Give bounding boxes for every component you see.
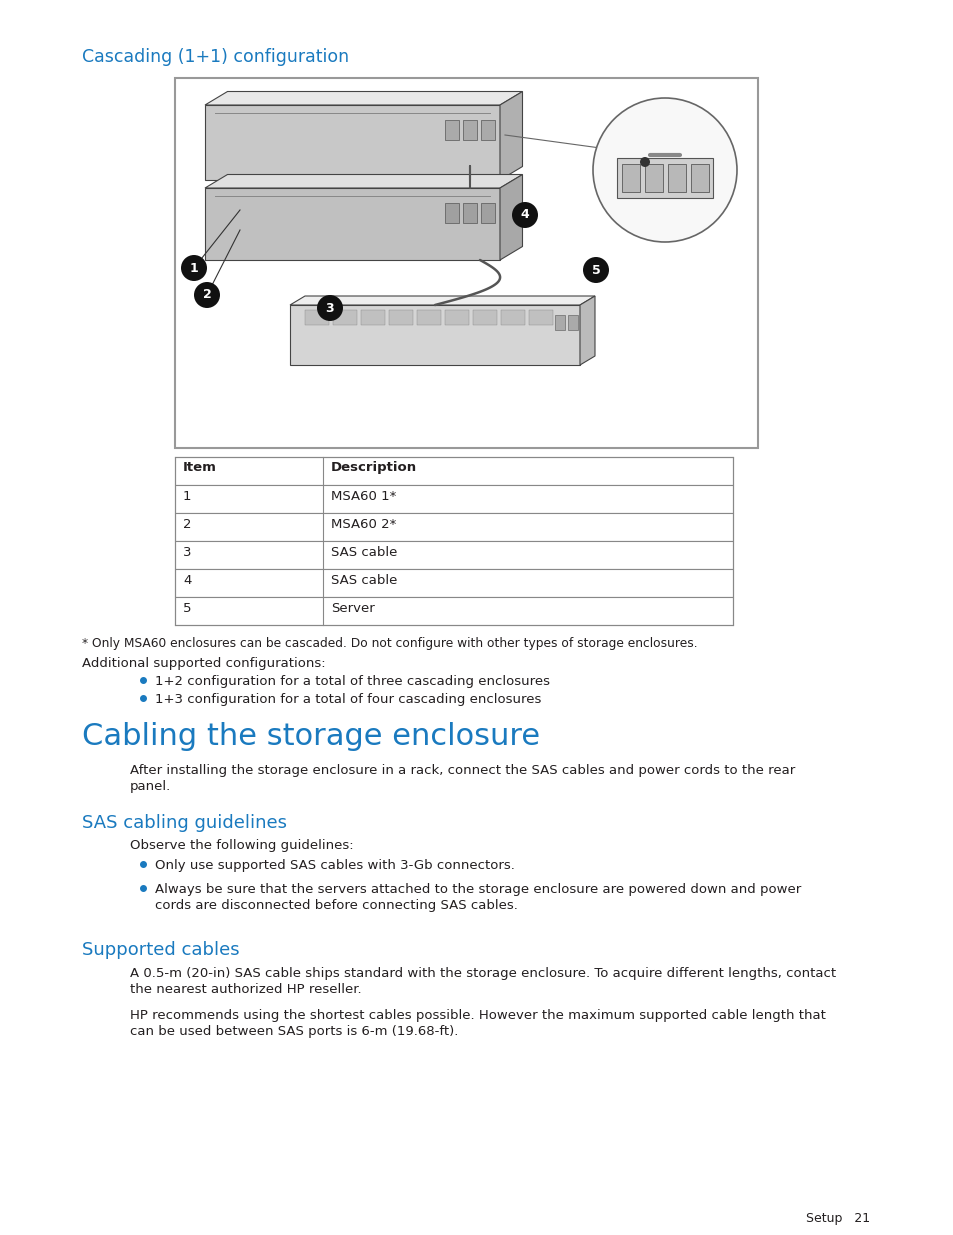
Bar bbox=[621, 164, 639, 191]
Text: Setup   21: Setup 21 bbox=[805, 1212, 869, 1225]
Text: 1+3 configuration for a total of four cascading enclosures: 1+3 configuration for a total of four ca… bbox=[154, 693, 540, 706]
Polygon shape bbox=[290, 296, 595, 305]
Text: Supported cables: Supported cables bbox=[82, 941, 239, 960]
Circle shape bbox=[181, 254, 207, 282]
Text: HP recommends using the shortest cables possible. However the maximum supported : HP recommends using the shortest cables … bbox=[130, 1009, 825, 1023]
Bar bbox=[473, 310, 497, 325]
Bar bbox=[529, 310, 553, 325]
Text: 2: 2 bbox=[183, 517, 192, 531]
Bar bbox=[174, 457, 732, 485]
Bar bbox=[500, 310, 524, 325]
Text: 3: 3 bbox=[183, 546, 192, 559]
Text: SAS cabling guidelines: SAS cabling guidelines bbox=[82, 814, 287, 832]
Bar bbox=[174, 513, 732, 541]
Polygon shape bbox=[205, 105, 499, 180]
Bar bbox=[555, 315, 564, 330]
Polygon shape bbox=[579, 296, 595, 366]
Text: After installing the storage enclosure in a rack, connect the SAS cables and pow: After installing the storage enclosure i… bbox=[130, 764, 795, 777]
Text: Observe the following guidelines:: Observe the following guidelines: bbox=[130, 839, 354, 852]
Text: panel.: panel. bbox=[130, 781, 172, 793]
Text: 4: 4 bbox=[520, 209, 529, 221]
Text: Item: Item bbox=[183, 461, 216, 474]
Text: 5: 5 bbox=[183, 601, 192, 615]
Polygon shape bbox=[205, 174, 522, 188]
Text: cords are disconnected before connecting SAS cables.: cords are disconnected before connecting… bbox=[154, 899, 517, 911]
Text: 3: 3 bbox=[325, 301, 334, 315]
Bar bbox=[416, 310, 440, 325]
Polygon shape bbox=[499, 91, 522, 180]
Text: SAS cable: SAS cable bbox=[331, 546, 397, 559]
Text: 1: 1 bbox=[190, 262, 198, 274]
Bar bbox=[333, 310, 356, 325]
Bar bbox=[174, 597, 732, 625]
Text: Server: Server bbox=[331, 601, 375, 615]
Bar bbox=[667, 164, 685, 191]
Bar bbox=[174, 78, 758, 448]
Bar bbox=[480, 203, 495, 224]
Polygon shape bbox=[499, 174, 522, 261]
Bar bbox=[305, 310, 329, 325]
Text: MSA60 1*: MSA60 1* bbox=[331, 490, 395, 503]
Bar bbox=[567, 315, 578, 330]
Bar bbox=[444, 120, 458, 140]
Text: Always be sure that the servers attached to the storage enclosure are powered do: Always be sure that the servers attached… bbox=[154, 883, 801, 897]
Bar bbox=[174, 569, 732, 597]
Text: Only use supported SAS cables with 3-Gb connectors.: Only use supported SAS cables with 3-Gb … bbox=[154, 860, 515, 872]
Text: 1: 1 bbox=[183, 490, 192, 503]
Text: * Only MSA60 enclosures can be cascaded. Do not configure with other types of st: * Only MSA60 enclosures can be cascaded.… bbox=[82, 637, 697, 650]
Polygon shape bbox=[290, 305, 579, 366]
Polygon shape bbox=[205, 91, 522, 105]
Text: can be used between SAS ports is 6-m (19.68-ft).: can be used between SAS ports is 6-m (19… bbox=[130, 1025, 457, 1037]
Bar bbox=[174, 485, 732, 513]
Bar bbox=[389, 310, 413, 325]
Text: the nearest authorized HP reseller.: the nearest authorized HP reseller. bbox=[130, 983, 361, 995]
Circle shape bbox=[512, 203, 537, 228]
Bar bbox=[617, 158, 712, 198]
Text: 1+2 configuration for a total of three cascading enclosures: 1+2 configuration for a total of three c… bbox=[154, 676, 550, 688]
Text: Description: Description bbox=[331, 461, 416, 474]
Circle shape bbox=[582, 257, 608, 283]
Polygon shape bbox=[205, 188, 499, 261]
Bar bbox=[644, 164, 662, 191]
Circle shape bbox=[316, 295, 343, 321]
Bar bbox=[690, 164, 708, 191]
Bar bbox=[462, 203, 476, 224]
Text: A 0.5-m (20-in) SAS cable ships standard with the storage enclosure. To acquire : A 0.5-m (20-in) SAS cable ships standard… bbox=[130, 967, 835, 981]
Bar bbox=[174, 541, 732, 569]
Bar bbox=[462, 120, 476, 140]
Text: Cabling the storage enclosure: Cabling the storage enclosure bbox=[82, 722, 539, 751]
Text: MSA60 2*: MSA60 2* bbox=[331, 517, 395, 531]
Bar bbox=[444, 203, 458, 224]
Text: 5: 5 bbox=[591, 263, 599, 277]
Bar bbox=[360, 310, 385, 325]
Text: SAS cable: SAS cable bbox=[331, 574, 397, 587]
Circle shape bbox=[639, 157, 649, 167]
Text: Cascading (1+1) configuration: Cascading (1+1) configuration bbox=[82, 48, 349, 65]
Text: 4: 4 bbox=[183, 574, 192, 587]
Bar bbox=[444, 310, 469, 325]
Circle shape bbox=[193, 282, 220, 308]
Circle shape bbox=[593, 98, 737, 242]
Text: 2: 2 bbox=[202, 289, 212, 301]
Text: Additional supported configurations:: Additional supported configurations: bbox=[82, 657, 325, 671]
Bar bbox=[480, 120, 495, 140]
